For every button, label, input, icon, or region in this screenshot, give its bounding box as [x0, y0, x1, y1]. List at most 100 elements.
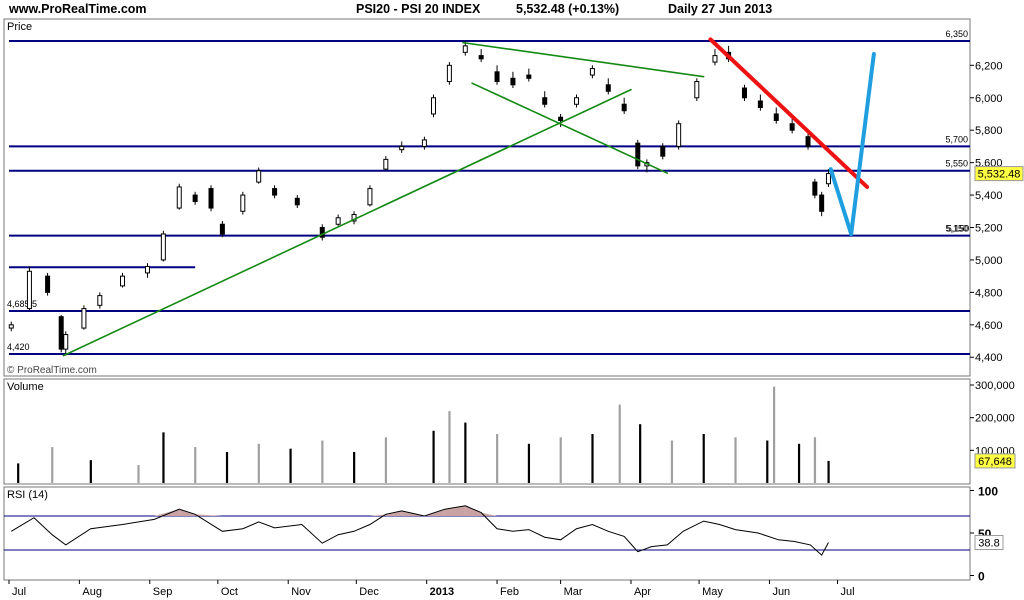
candle [120, 272, 125, 288]
candle [8, 321, 14, 332]
x-tick-label: Dec [359, 586, 379, 598]
candle-body [621, 103, 627, 112]
candle-body [240, 194, 246, 212]
candle [97, 292, 103, 309]
volume-panel-title: Volume [7, 381, 44, 393]
candle-body [430, 97, 436, 115]
candle [192, 191, 198, 205]
blue-trendline [849, 51, 876, 236]
rsi-line [11, 505, 829, 556]
volume-bar [766, 440, 769, 483]
candle [574, 94, 579, 108]
volume-bar [639, 424, 642, 483]
candle-body [63, 334, 69, 350]
volume-bar [813, 437, 817, 483]
instrument-price: 5,532.48 (+0.13%) [516, 2, 620, 16]
x-tick-label: Sep [153, 586, 173, 598]
volume-bar [321, 440, 324, 483]
candle-body [272, 188, 278, 196]
candle [676, 120, 682, 150]
candle [825, 169, 831, 187]
candle [430, 94, 436, 118]
volume-bar [162, 432, 165, 483]
candle [789, 117, 795, 134]
volume-bar [289, 448, 292, 483]
candle [45, 272, 51, 296]
candle [510, 71, 516, 89]
volume-bar [559, 437, 562, 483]
volume-bar [464, 422, 467, 483]
volume-bar [448, 411, 451, 483]
candle-body [589, 68, 595, 76]
candle-body [97, 295, 103, 306]
candle [605, 78, 611, 95]
candle-body [478, 55, 484, 60]
price-tick-label: 4,400 [975, 352, 1003, 364]
candle-body [542, 97, 548, 105]
candle [81, 305, 87, 330]
candle [383, 156, 389, 171]
volume-bar [670, 440, 674, 483]
volume-bar [51, 447, 54, 483]
volume-bar [591, 434, 594, 483]
x-tick-label: Apr [634, 586, 651, 598]
candle-body [319, 227, 325, 238]
price-tick-label: 5,800 [975, 125, 1003, 137]
candle-body [812, 181, 818, 196]
blue-trendline [828, 167, 854, 236]
site-url[interactable]: www.ProRealTime.com [9, 2, 147, 16]
chart-period: Daily 27 Jun 2013 [668, 2, 773, 16]
volume-panel-frame [3, 378, 971, 485]
candle-body [825, 173, 831, 185]
candle [446, 62, 452, 85]
candle-body [446, 64, 452, 83]
candle-body [789, 123, 795, 131]
candle [757, 94, 763, 111]
candle-body [757, 100, 763, 108]
x-tick-label: 2013 [430, 586, 454, 598]
candle-body [335, 217, 341, 225]
green-trendline [471, 82, 669, 174]
volume-bar [257, 443, 260, 483]
candle [367, 185, 373, 207]
candle-body [676, 123, 682, 147]
candle-body [120, 275, 125, 287]
candle-body [399, 145, 405, 151]
x-tick-label: May [702, 586, 723, 598]
candle [144, 263, 150, 278]
rsi-tick-label: 100 [978, 485, 998, 499]
level-label: 5,700 [945, 134, 968, 144]
candle-body [773, 113, 779, 121]
candle-body [294, 197, 300, 206]
volume-bar [772, 386, 776, 483]
candle [812, 178, 818, 199]
candle [621, 97, 627, 114]
candle [542, 91, 548, 108]
last-price-tag [974, 166, 1024, 182]
rsi-overbought-fill [481, 512, 498, 516]
green-trendline [462, 41, 705, 78]
rsi-overbought-fill [369, 514, 386, 516]
candle-body [219, 223, 225, 235]
candle [335, 214, 341, 226]
candle [63, 331, 69, 356]
candle-body [819, 194, 825, 212]
x-tick-label: Oct [221, 586, 238, 598]
rsi-overbought-fill [154, 509, 180, 516]
volume-tick-label: 200,000 [975, 413, 1015, 425]
volume-bar [89, 460, 92, 483]
candle [256, 167, 262, 184]
candle [478, 49, 484, 63]
candle-body [176, 186, 182, 209]
level-label: 4,420 [7, 342, 30, 352]
volume-bar [353, 451, 356, 483]
candle-body [510, 77, 516, 86]
instrument-title: PSI20 - PSI 20 INDEX [356, 2, 481, 16]
candle [58, 315, 64, 353]
volume-bar [702, 434, 705, 483]
candle [219, 221, 225, 238]
candle-body [494, 71, 500, 83]
last-price-value: 5,532.48 [978, 169, 1021, 181]
candle [421, 136, 427, 150]
